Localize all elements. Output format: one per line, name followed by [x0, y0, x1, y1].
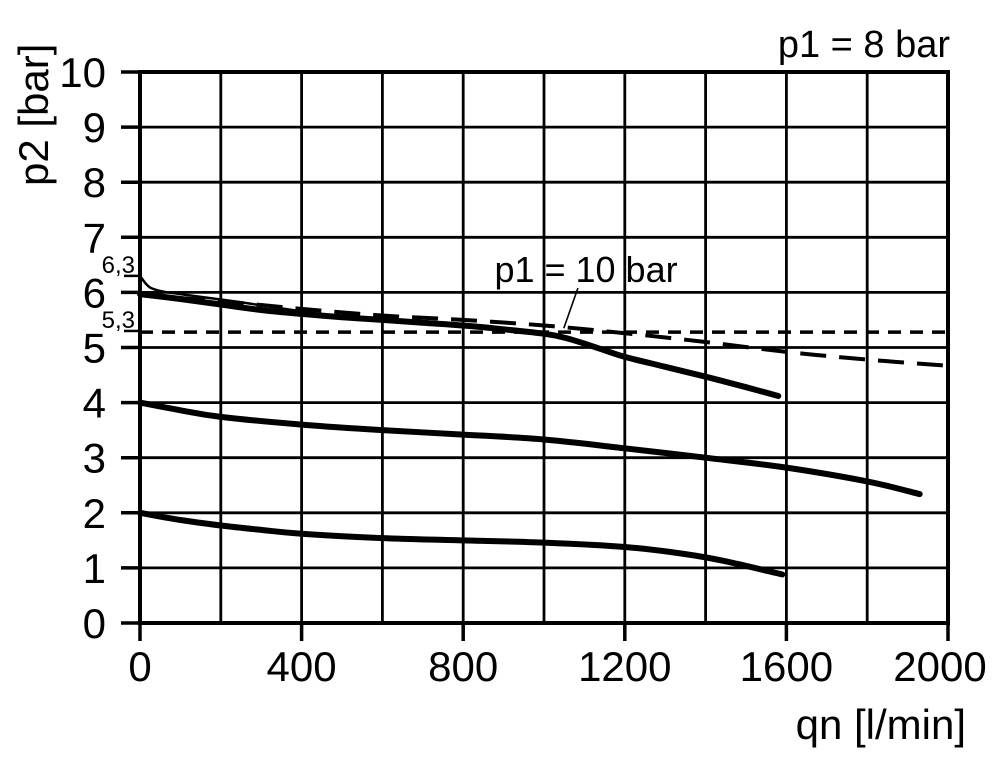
- x-tick-label: 1600: [740, 643, 833, 690]
- y-extra-tick-label: 5,3: [102, 307, 135, 334]
- x-tick-label: 2000: [893, 643, 986, 690]
- x-tick-label: 0: [128, 643, 151, 690]
- y-tick-label: 4: [83, 380, 106, 427]
- series-p1-10-bar: [139, 293, 949, 368]
- x-tick-label: 800: [428, 643, 498, 690]
- axis-ticks: 0 400 800 1200 1600 2000 0 1 2 3 4 5 6 7 8 9 10 6,3 5,3: [59, 49, 986, 690]
- series-outlet-2-bar-p1-8-bar-: [137, 509, 786, 578]
- annotation-text: p1 = 10 bar: [494, 249, 677, 290]
- x-tick-label: 1200: [578, 643, 671, 690]
- y-axis-label: p2 [bar]: [10, 44, 57, 186]
- y-tick-label: 0: [83, 600, 106, 647]
- y-tick-label: 1: [83, 545, 106, 592]
- y-tick-label: 6: [83, 269, 106, 316]
- series-outlet-4-bar-p1-8-bar-: [137, 399, 923, 498]
- series-outlet-6-3-bar-p1-8-bar-: [137, 291, 782, 399]
- y-extra-tick-label: 6,3: [102, 252, 135, 279]
- curves: [137, 274, 949, 578]
- y-tick-label: 8: [83, 159, 106, 206]
- y-tick-label: 7: [83, 214, 106, 261]
- annotation-leader-line: [563, 287, 579, 329]
- y-tick-label: 3: [83, 435, 106, 482]
- x-tick-label: 400: [267, 643, 337, 690]
- chart-title: p1 = 8 bar: [778, 24, 951, 66]
- grid: [138, 70, 950, 625]
- y-tick-label: 5: [83, 325, 106, 372]
- y-tick-label: 10: [59, 49, 106, 96]
- y-tick-label: 2: [83, 490, 106, 537]
- x-axis-label: qn [l/min]: [796, 701, 966, 748]
- y-tick-label: 9: [83, 104, 106, 151]
- annotation: p1 = 10 bar: [494, 249, 678, 329]
